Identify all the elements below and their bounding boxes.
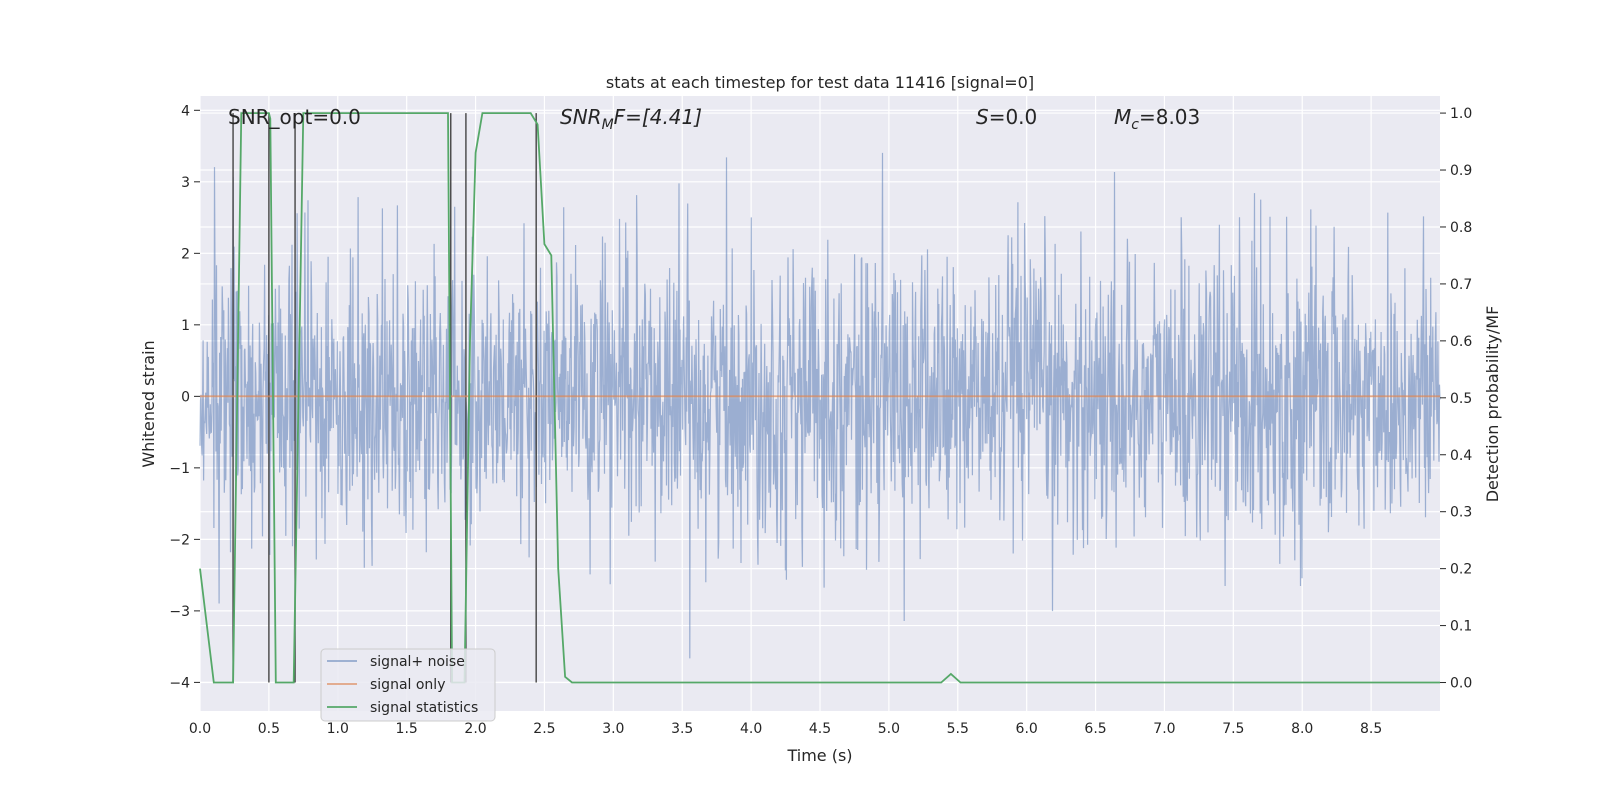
- x-tick-label: 4.5: [809, 721, 831, 737]
- x-tick-label: 5.0: [878, 721, 900, 737]
- y-left-tick-label: 4: [181, 103, 190, 119]
- signal-statistics-line: [199, 112, 1440, 684]
- x-tick-label: 2.5: [533, 721, 555, 737]
- legend-label-signal-statistics: signal statistics: [370, 700, 478, 716]
- annotation-s-rest: =0.0: [989, 105, 1038, 129]
- x-tick-label: 5.5: [947, 721, 969, 737]
- annotation-s-italic: S: [976, 105, 989, 129]
- y-left-tick-label: 3: [181, 175, 190, 191]
- y-left-tick-label: 1: [181, 318, 190, 334]
- annotation-mc-base: M: [1114, 105, 1131, 129]
- y-right-tick-label: 0.5: [1450, 391, 1472, 407]
- x-tick-label: 8.0: [1291, 721, 1313, 737]
- legend-label-signal-only: signal only: [370, 677, 445, 693]
- tick-labels: 0.0 0.5 1.0 1.5 2.0 2.5 3.0 3.5 4.0 4.5 5.0 5.5 6.0 6…: [169, 103, 1472, 737]
- x-tick-label: 6.5: [1084, 721, 1106, 737]
- y-right-tick-label: 0.9: [1450, 163, 1472, 179]
- x-tick-label: 3.5: [671, 721, 693, 737]
- series-lines: [199, 112, 1440, 684]
- annotation-mc-rest: =8.03: [1139, 105, 1200, 129]
- y-left-tick-label: −4: [169, 675, 190, 691]
- legend: signal+ noise signal only signal statist…: [320, 648, 496, 722]
- x-tick-label: 3.0: [602, 721, 624, 737]
- y-right-tick-label: 0.8: [1450, 220, 1472, 236]
- x-tick-label: 1.0: [327, 721, 349, 737]
- y-right-tick-label: 1.0: [1450, 106, 1472, 122]
- x-tick-label: 1.5: [396, 721, 418, 737]
- annotation-s: S=0.0: [976, 105, 1037, 129]
- y-right-tick-label: 0.6: [1450, 334, 1472, 350]
- y-left-tick-label: 2: [181, 246, 190, 262]
- y-left-tick-label: −1: [169, 461, 190, 477]
- y-right-tick-label: 0.4: [1450, 448, 1472, 464]
- y-right-tick-label: 0.0: [1450, 676, 1472, 692]
- annotation-snr-mf-rest: F=[4.41]: [614, 105, 702, 129]
- series-signal-plus-noise: [199, 152, 1441, 659]
- y-right-tick-label: 0.7: [1450, 277, 1472, 293]
- x-tick-label: 7.0: [1153, 721, 1175, 737]
- x-axis-label: Time (s): [786, 746, 852, 765]
- x-tick-label: 4.0: [740, 721, 762, 737]
- x-tick-label: 0.5: [258, 721, 280, 737]
- y-axis-label-right: Detection probability/MF: [1483, 306, 1502, 503]
- y-left-tick-label: 0: [181, 389, 190, 405]
- chart-title: stats at each timestep for test data 114…: [606, 73, 1034, 92]
- y-right-tick-label: 0.2: [1450, 562, 1472, 578]
- x-tick-label: 2.0: [464, 721, 486, 737]
- legend-box: [320, 648, 496, 722]
- y-left-tick-label: −2: [169, 532, 190, 548]
- y-right-tick-label: 0.1: [1450, 619, 1472, 635]
- legend-label-signal-plus-noise: signal+ noise: [370, 654, 465, 670]
- annotation-snr-mf: SNRMF=[4.41]: [560, 105, 702, 133]
- x-tick-label: 6.0: [1016, 721, 1038, 737]
- annotation-snr-opt: SNR_opt=0.0: [228, 105, 361, 129]
- annotation-snr-mf-base: SNR: [560, 105, 602, 129]
- signal-plus-noise-line: [199, 152, 1441, 659]
- annotation-mc-sub: c: [1131, 117, 1139, 133]
- annotation-snr-mf-sub: M: [602, 117, 614, 133]
- y-left-tick-label: −3: [169, 604, 190, 620]
- x-tick-label: 8.5: [1360, 721, 1382, 737]
- y-right-tick-label: 0.3: [1450, 505, 1472, 521]
- y-axis-label-left: Whitened strain: [139, 340, 158, 467]
- x-tick-label: 7.5: [1222, 721, 1244, 737]
- annotation-mc: Mc=8.03: [1114, 105, 1200, 133]
- x-tick-label: 0.0: [189, 721, 211, 737]
